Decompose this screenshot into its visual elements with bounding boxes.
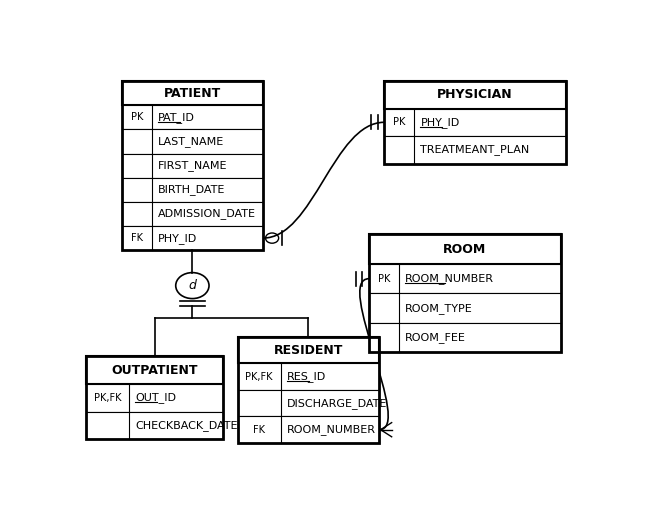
- Text: ROOM: ROOM: [443, 243, 486, 256]
- Text: CHECKBACK_DATE: CHECKBACK_DATE: [135, 420, 238, 431]
- Bar: [122, 81, 263, 105]
- Text: ROOM_NUMBER: ROOM_NUMBER: [406, 273, 494, 284]
- Text: PHYSICIAN: PHYSICIAN: [437, 88, 513, 101]
- Text: FK: FK: [131, 233, 143, 243]
- Text: PK: PK: [131, 112, 143, 122]
- Text: RESIDENT: RESIDENT: [273, 343, 343, 357]
- Bar: [238, 363, 379, 390]
- Bar: [238, 390, 379, 416]
- Bar: [384, 81, 566, 108]
- Text: d: d: [188, 279, 197, 292]
- Bar: [122, 129, 263, 153]
- Bar: [87, 357, 223, 439]
- Bar: [369, 264, 561, 293]
- Text: RES_ID: RES_ID: [286, 371, 326, 382]
- Text: PK,FK: PK,FK: [245, 371, 273, 382]
- Bar: [369, 235, 561, 264]
- Text: ADMISSION_DATE: ADMISSION_DATE: [158, 208, 256, 219]
- Text: PATIENT: PATIENT: [164, 86, 221, 100]
- Text: ROOM_NUMBER: ROOM_NUMBER: [286, 424, 376, 435]
- Text: PHY_ID: PHY_ID: [158, 233, 197, 244]
- Text: BIRTH_DATE: BIRTH_DATE: [158, 184, 225, 195]
- Text: ROOM_FEE: ROOM_FEE: [406, 332, 466, 343]
- Bar: [87, 411, 223, 439]
- Bar: [369, 235, 561, 353]
- Text: ROOM_TYPE: ROOM_TYPE: [406, 303, 473, 314]
- Bar: [238, 337, 379, 363]
- Text: OUT_ID: OUT_ID: [135, 392, 176, 403]
- Bar: [384, 136, 566, 164]
- Bar: [369, 323, 561, 353]
- Text: OUTPATIENT: OUTPATIENT: [111, 364, 198, 377]
- Text: PHY_ID: PHY_ID: [421, 117, 460, 128]
- Bar: [369, 293, 561, 323]
- Bar: [384, 108, 566, 136]
- Bar: [384, 81, 566, 164]
- Text: TREATMEANT_PLAN: TREATMEANT_PLAN: [421, 145, 530, 155]
- Bar: [87, 384, 223, 411]
- Text: PK,FK: PK,FK: [94, 393, 122, 403]
- Text: LAST_NAME: LAST_NAME: [158, 136, 225, 147]
- Bar: [122, 226, 263, 250]
- Bar: [238, 337, 379, 443]
- Bar: [87, 357, 223, 384]
- Text: DISCHARGE_DATE: DISCHARGE_DATE: [286, 398, 387, 409]
- Text: PK: PK: [393, 118, 406, 127]
- Text: FK: FK: [253, 425, 265, 435]
- Bar: [122, 178, 263, 202]
- Bar: [122, 153, 263, 178]
- Text: FIRST_NAME: FIRST_NAME: [158, 160, 228, 171]
- Bar: [122, 105, 263, 129]
- Text: PK: PK: [378, 274, 391, 284]
- Bar: [238, 416, 379, 443]
- Text: PAT_ID: PAT_ID: [158, 112, 195, 123]
- Bar: [122, 81, 263, 250]
- Bar: [122, 202, 263, 226]
